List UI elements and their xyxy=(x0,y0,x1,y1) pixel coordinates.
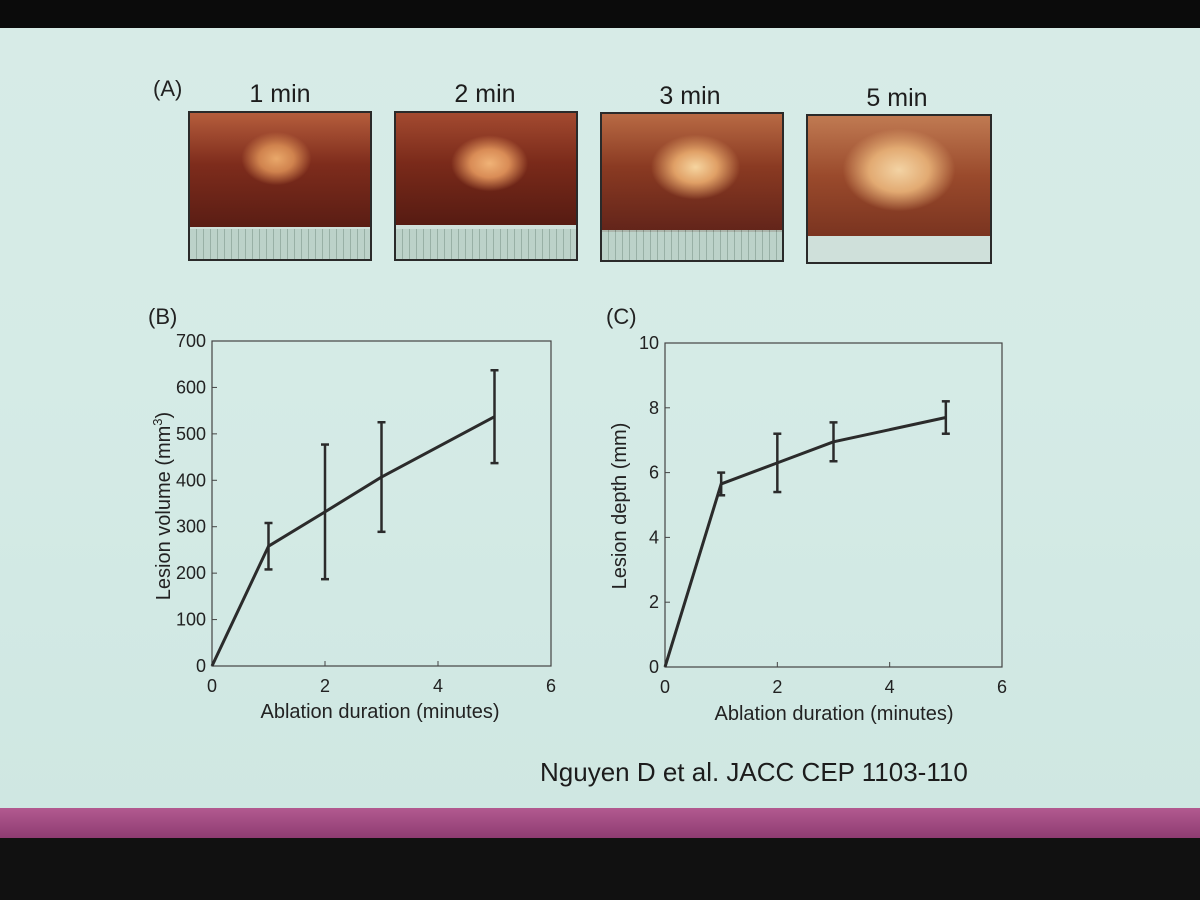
chart-c-ytick-label-0: 0 xyxy=(649,657,659,677)
chart-c-series-line xyxy=(663,416,947,668)
thumb-label-1min: 1 min xyxy=(249,80,311,108)
chart-b-ytick-label-100: 100 xyxy=(176,610,206,630)
chart-b-ytick-label-200: 200 xyxy=(176,563,206,583)
thumb-label-2min: 2 min xyxy=(454,80,516,108)
chart-b-ytick-label-700: 700 xyxy=(176,331,206,351)
chart-c-ytick-label-4: 4 xyxy=(649,527,659,547)
chart-c-xtick-label-6: 6 xyxy=(997,677,1007,697)
panel-a-letter: (A) xyxy=(153,76,183,101)
slide-footer-bar xyxy=(0,808,1200,838)
chart-b-ylabel-end: ) xyxy=(153,412,175,419)
chart-c-lesion-depth: (C) Ablation duration (minutes) Lesion d… xyxy=(606,304,1007,725)
chart-b-ylabel-main: Lesion volume (mm xyxy=(153,426,175,601)
chart-b-ytick-label-500: 500 xyxy=(176,424,206,444)
chart-b-series-line xyxy=(210,415,496,667)
chart-b-lesion-volume: (B) Ablation duration (minutes) Lesion v… xyxy=(148,304,556,723)
chart-b-ylabel: Lesion volume (mm3) xyxy=(150,412,175,600)
thumb-label-3min: 3 min xyxy=(659,82,721,110)
citation-text: Nguyen D et al. JACC CEP 1103-110 xyxy=(540,757,968,787)
chart-b-xtick-label-6: 6 xyxy=(546,676,556,696)
chart-c-xtick-label-4: 4 xyxy=(885,677,895,697)
thumb-label-5min: 5 min xyxy=(866,84,928,112)
chart-b-ytick-label-0: 0 xyxy=(196,656,206,676)
chart-b-xtick-label-2: 2 xyxy=(320,676,330,696)
chart-c-ytick-label-6: 6 xyxy=(649,463,659,483)
lesion-image-1min xyxy=(188,111,372,261)
chart-b-ytick-label-600: 600 xyxy=(176,377,206,397)
chart-b-plot-frame xyxy=(211,340,552,667)
lesion-image-5min xyxy=(806,114,992,264)
chart-c-ytick-label-2: 2 xyxy=(649,592,659,612)
chart-c-xtick-label-2: 2 xyxy=(772,677,782,697)
chart-c-plot-frame xyxy=(664,342,1003,668)
panel-b-letter: (B) xyxy=(148,304,177,329)
chart-b-ylabel-sup: 3 xyxy=(150,418,165,425)
chart-c-xlabel: Ablation duration (minutes) xyxy=(714,703,953,725)
chart-c-ytick-label-10: 10 xyxy=(639,333,659,353)
chart-b-xlabel: Ablation duration (minutes) xyxy=(260,701,499,723)
chart-b-xtick-label-4: 4 xyxy=(433,676,443,696)
panel-c-letter: (C) xyxy=(606,304,637,329)
lesion-image-2min xyxy=(394,111,578,261)
chart-b-xtick-label-0: 0 xyxy=(207,676,217,696)
room-floor xyxy=(0,838,1200,900)
chart-b-ytick-label-400: 400 xyxy=(176,470,206,490)
chart-c-ylabel: Lesion depth (mm) xyxy=(609,423,631,590)
chart-c-ytick-label-8: 8 xyxy=(649,398,659,418)
chart-b-ytick-label-300: 300 xyxy=(176,517,206,537)
lesion-image-3min xyxy=(600,112,784,262)
chart-c-xtick-label-0: 0 xyxy=(660,677,670,697)
